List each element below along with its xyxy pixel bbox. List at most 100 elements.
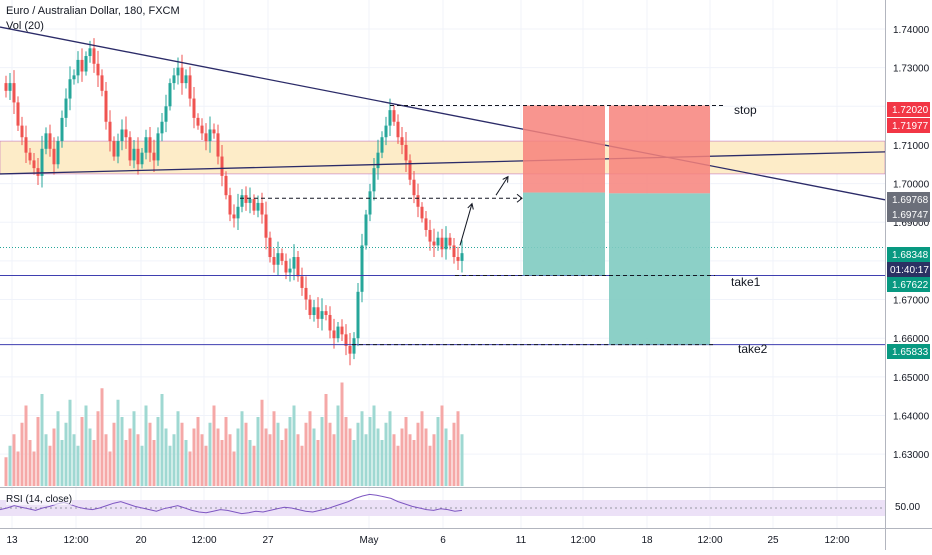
- volume-bar: [40, 394, 44, 486]
- x-tick-label: 12:00: [191, 535, 216, 546]
- candle-body: [84, 56, 88, 72]
- candle-body: [156, 133, 160, 161]
- volume-bar: [136, 434, 140, 486]
- volume-bar: [36, 417, 40, 486]
- candle-body: [244, 195, 248, 203]
- candle-body: [428, 229, 432, 242]
- candle-body: [448, 237, 452, 246]
- volume-bar: [364, 434, 368, 486]
- candle-body: [128, 137, 132, 161]
- candle-body: [152, 152, 156, 161]
- candle-body: [112, 141, 116, 157]
- volume-bar: [352, 440, 356, 486]
- take-profit-zone: [609, 193, 710, 345]
- volume-bar: [80, 417, 84, 486]
- volume-bar: [116, 399, 120, 486]
- volume-bar: [184, 440, 188, 486]
- candle-body: [204, 133, 208, 142]
- volume-bar: [20, 422, 24, 486]
- volume-bar: [200, 434, 204, 486]
- volume-bar: [204, 445, 208, 486]
- candle-body: [256, 202, 260, 211]
- tag-stop-price-text: 1.72020: [892, 105, 929, 116]
- candle-body: [216, 133, 220, 157]
- candle-body: [16, 102, 20, 126]
- candle-body: [172, 75, 176, 84]
- candle-body: [412, 179, 416, 196]
- volume-bar: [260, 399, 264, 486]
- volume-bar: [92, 440, 96, 486]
- candle-body: [132, 148, 136, 161]
- volume-bar: [336, 405, 340, 486]
- candle-body: [300, 276, 304, 288]
- volume-bar: [396, 445, 400, 486]
- candle-body: [64, 98, 68, 118]
- volume-bar: [272, 411, 276, 486]
- candle-body: [364, 214, 368, 246]
- y-tick-label: 1.66000: [893, 334, 930, 345]
- candle-body: [432, 241, 436, 246]
- tag-countdown-text: 01:40:17: [890, 265, 929, 276]
- candle-body: [360, 245, 364, 292]
- volume-bar: [64, 422, 68, 486]
- candle-body: [352, 338, 356, 354]
- candle-body: [168, 83, 172, 107]
- volume-bar: [52, 428, 56, 486]
- y-tick-label: 1.67000: [893, 296, 930, 307]
- volume-bar: [172, 434, 176, 486]
- chart-title: Euro / Australian Dollar, 180, FXCM: [6, 5, 180, 17]
- candle-body: [296, 257, 300, 277]
- x-tick-label: 11: [516, 535, 527, 546]
- volume-bar: [88, 428, 92, 486]
- candle-body: [8, 83, 12, 91]
- x-tick-label: 18: [641, 535, 653, 546]
- volume-bar: [144, 405, 148, 486]
- candle-body: [232, 214, 236, 219]
- volume-bar: [68, 399, 72, 486]
- candle-body: [196, 117, 200, 126]
- candle-body: [368, 191, 372, 215]
- volume-bar: [268, 434, 272, 486]
- volume-bar: [212, 405, 216, 486]
- candle-body: [160, 121, 164, 134]
- volume-bar: [452, 422, 456, 486]
- candle-body: [392, 110, 396, 122]
- guide-arrow-head: [516, 193, 523, 203]
- take-profit-zone: [523, 192, 605, 276]
- candle-body: [436, 237, 440, 246]
- volume-bar: [124, 440, 128, 486]
- volume-bar: [332, 434, 336, 486]
- volume-bar: [256, 417, 260, 486]
- volume-bar: [192, 428, 196, 486]
- candle-body: [260, 202, 264, 215]
- volume-bar: [176, 411, 180, 486]
- candle-body: [184, 75, 188, 84]
- volume-bar: [412, 440, 416, 486]
- volume-bar: [72, 434, 76, 486]
- tag-entry-b: 1.69747: [887, 207, 930, 222]
- volume-bar: [140, 445, 144, 486]
- tag-countdown: 01:40:17: [887, 262, 930, 277]
- volume-bar: [300, 445, 304, 486]
- volume-bar: [24, 405, 28, 486]
- volume-bar: [456, 411, 460, 486]
- candle-body: [96, 63, 100, 76]
- candle-body: [252, 199, 256, 211]
- volume-bar: [304, 422, 308, 486]
- candle-body: [316, 307, 320, 319]
- volume-bar: [240, 411, 244, 486]
- candle-body: [220, 156, 224, 176]
- candle-body: [272, 257, 276, 265]
- candle-body: [108, 121, 112, 142]
- volume-bar: [104, 434, 108, 486]
- volume-bar: [368, 417, 372, 486]
- volume-bar: [56, 411, 60, 486]
- candle-body: [4, 83, 8, 91]
- volume-bar: [4, 457, 8, 486]
- candle-body: [356, 291, 360, 339]
- candle-body: [324, 311, 328, 316]
- candle-body: [344, 334, 348, 346]
- candle-body: [188, 75, 192, 99]
